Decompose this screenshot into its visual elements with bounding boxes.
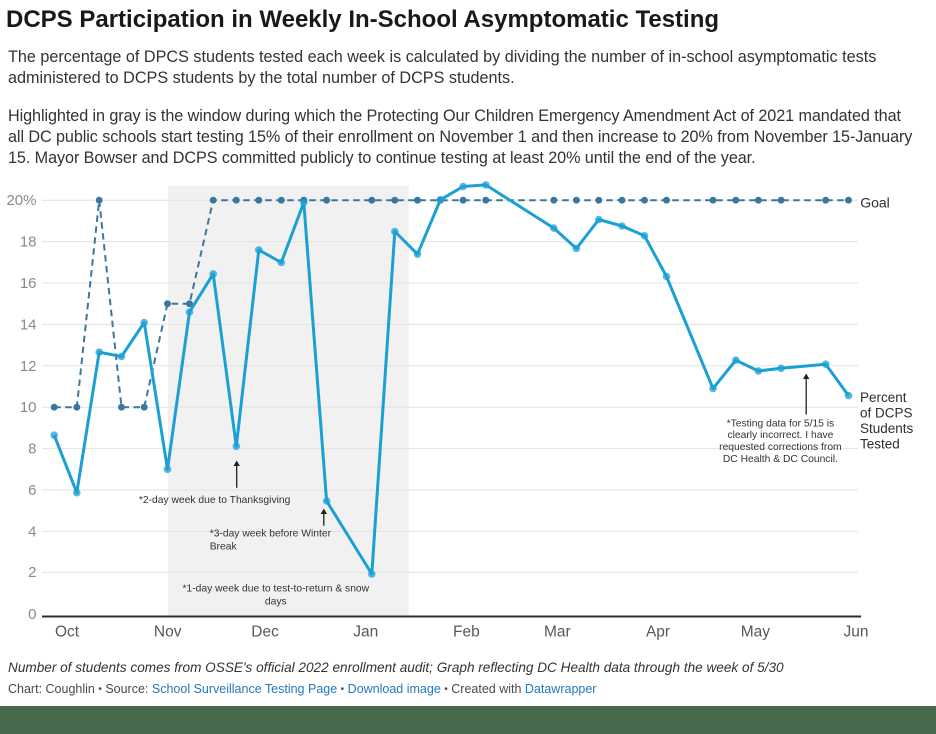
svg-text:6: 6 [28, 482, 36, 499]
svg-text:days: days [265, 597, 287, 608]
svg-text:DC Health & DC Council.: DC Health & DC Council. [723, 454, 838, 465]
svg-text:Percent: Percent [860, 390, 907, 405]
svg-text:Goal: Goal [860, 194, 890, 210]
svg-text:*Testing data for 5/15 is: *Testing data for 5/15 is [727, 419, 835, 430]
svg-text:*1-day week due to test-to-ret: *1-day week due to test-to-return & snow [183, 584, 370, 595]
svg-text:of DCPS: of DCPS [860, 406, 913, 421]
svg-text:Feb: Feb [453, 623, 480, 640]
svg-text:*3-day week before Winter: *3-day week before Winter [210, 529, 332, 540]
svg-text:Jun: Jun [844, 623, 869, 640]
svg-text:May: May [741, 623, 771, 640]
svg-text:Mar: Mar [544, 623, 571, 640]
svg-text:18: 18 [20, 234, 37, 251]
svg-text:12: 12 [20, 358, 37, 375]
svg-text:20%: 20% [6, 192, 36, 209]
svg-text:Oct: Oct [55, 623, 80, 640]
svg-text:16: 16 [20, 275, 37, 292]
svg-text:Dec: Dec [251, 623, 279, 640]
svg-text:requested corrections from: requested corrections from [719, 442, 841, 453]
svg-text:2: 2 [28, 564, 36, 581]
svg-text:Apr: Apr [646, 623, 670, 640]
svg-text:10: 10 [20, 399, 37, 416]
svg-text:4: 4 [28, 523, 36, 540]
svg-text:clearly incorrect. I have: clearly incorrect. I have [727, 430, 833, 441]
svg-text:Students: Students [860, 421, 914, 436]
svg-text:*2-day week due to Thanksgivin: *2-day week due to Thanksgiving [139, 495, 291, 506]
svg-text:Break: Break [210, 542, 238, 553]
svg-text:0: 0 [28, 606, 36, 623]
svg-text:14: 14 [20, 316, 37, 333]
svg-text:Nov: Nov [154, 623, 182, 640]
svg-text:8: 8 [28, 441, 36, 458]
svg-text:Tested: Tested [860, 437, 900, 452]
svg-text:Jan: Jan [353, 623, 378, 640]
